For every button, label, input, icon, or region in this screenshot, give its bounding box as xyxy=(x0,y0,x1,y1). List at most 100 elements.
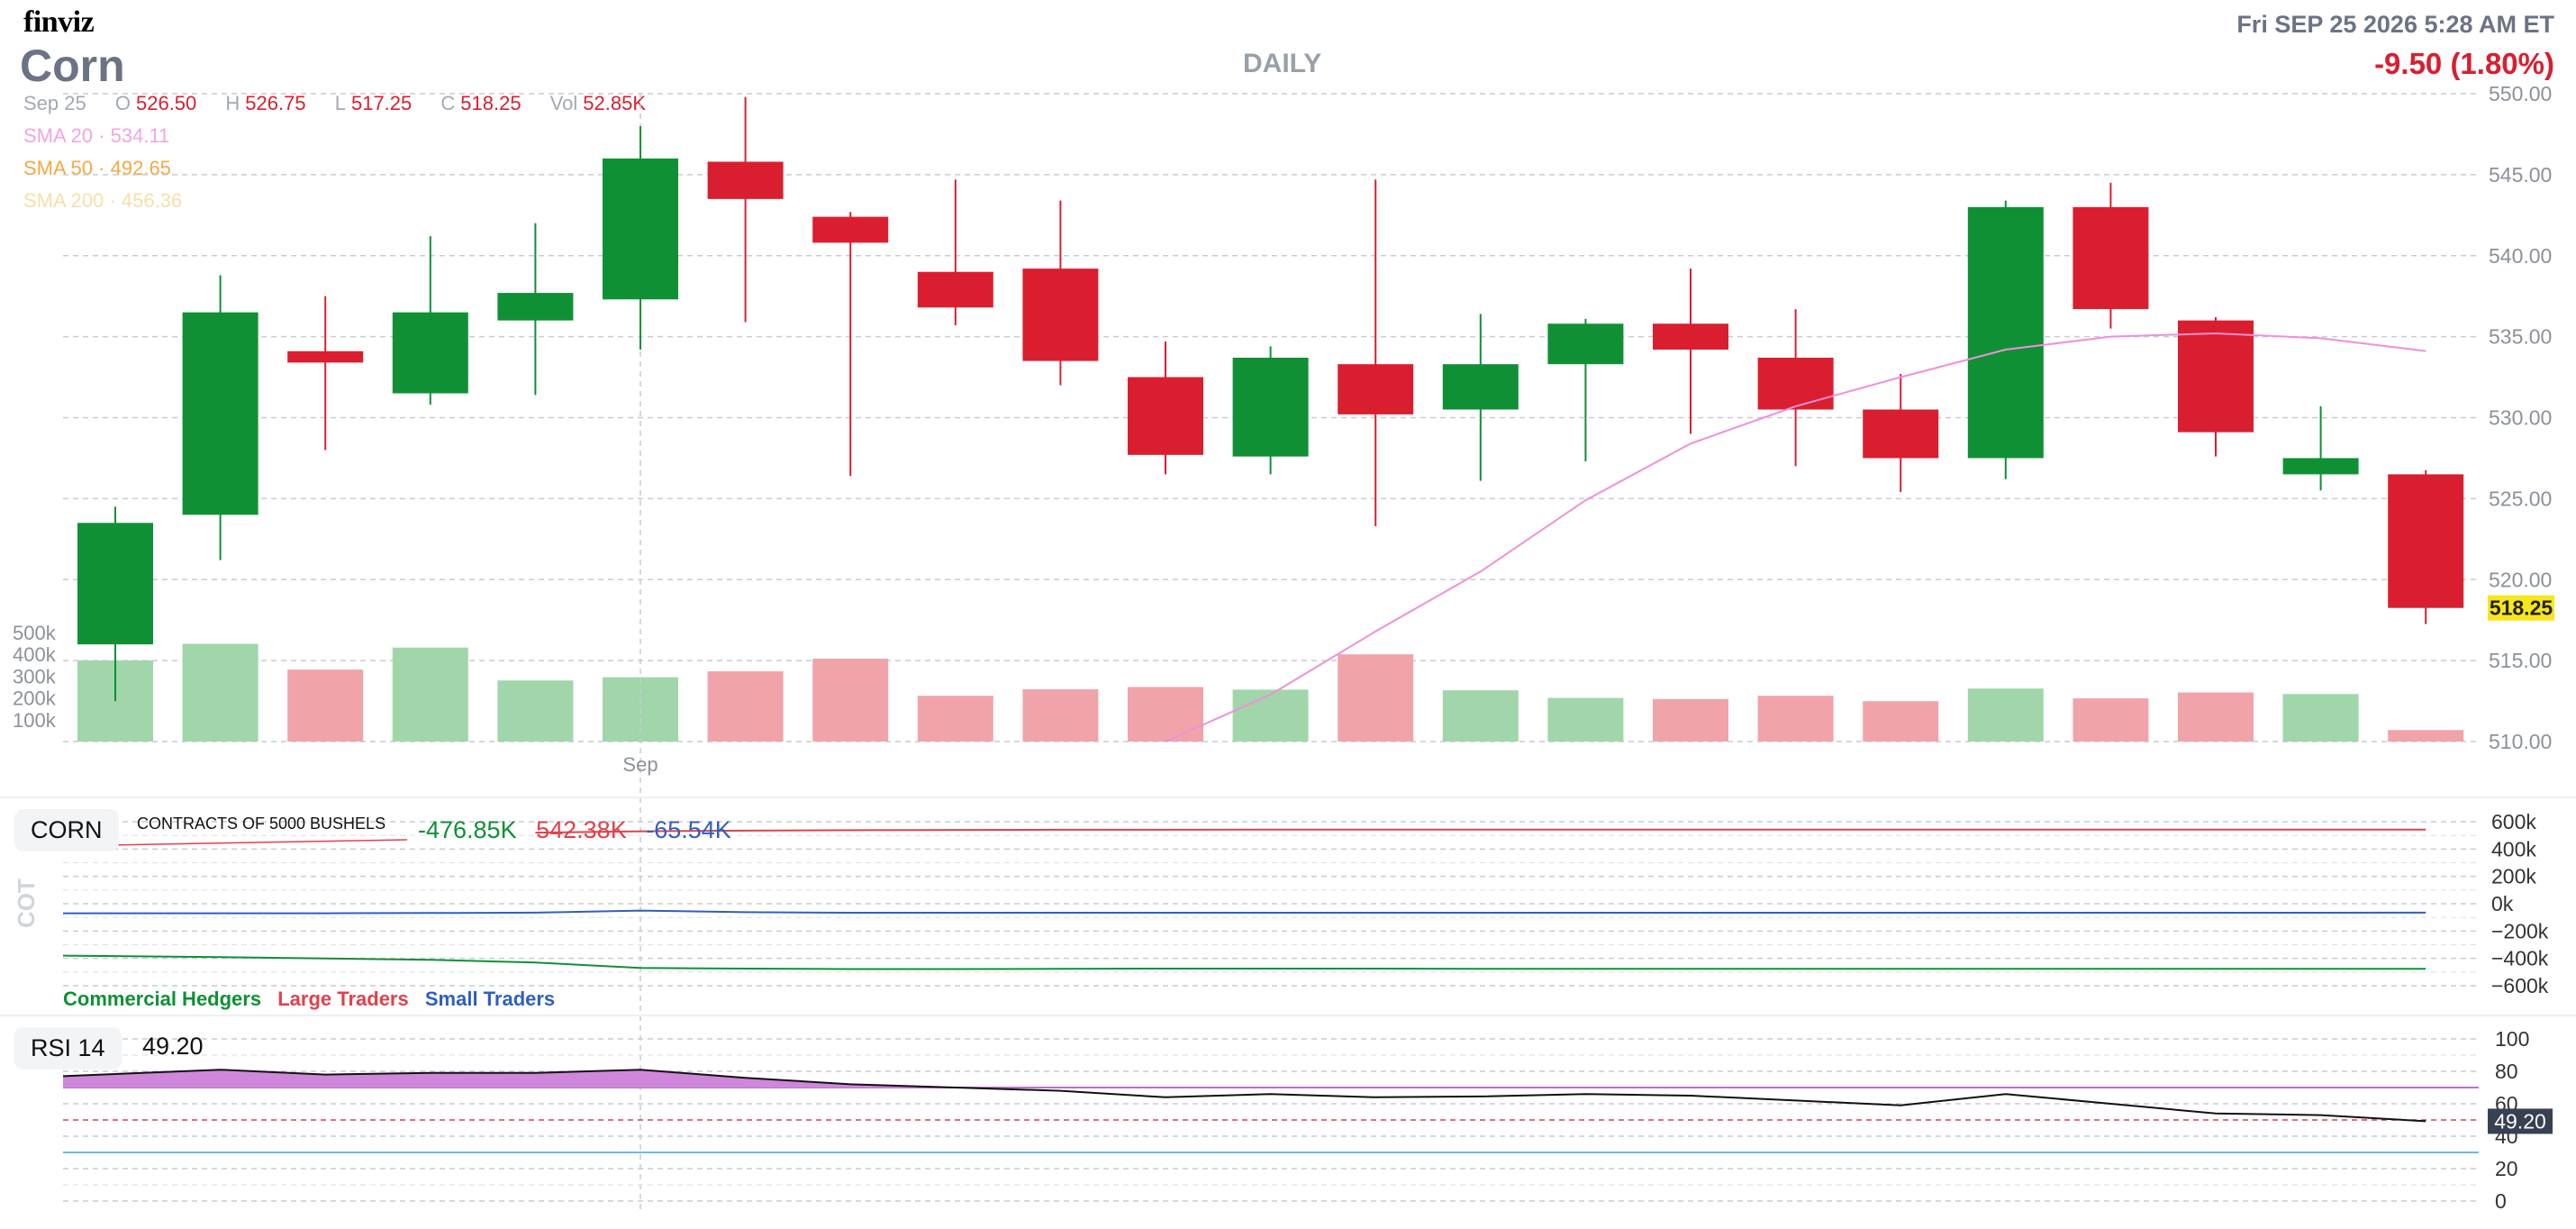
candle-body xyxy=(1967,206,2044,459)
rsi-axis-label: 20 xyxy=(2495,1157,2518,1180)
volume-bar xyxy=(1338,654,1414,742)
low-value: 517.25 xyxy=(350,92,413,114)
low-label: L xyxy=(334,92,346,114)
sma20-value: 534.11 xyxy=(110,124,170,147)
candle-body xyxy=(2178,320,2254,432)
ohlc-readout: Sep 25 O 526.50 H 526.75 L 517.25 C 518.25 V… xyxy=(23,92,651,115)
volume-bar xyxy=(497,680,574,742)
volume-bar xyxy=(2178,692,2254,742)
volume-bar xyxy=(392,647,468,742)
volume-bar xyxy=(2073,698,2149,742)
cot-axis-label: 0k xyxy=(2491,892,2514,915)
volume-bar xyxy=(2388,730,2464,742)
sma20-label: SMA 20 xyxy=(23,124,94,147)
volume-bar xyxy=(1863,701,1939,742)
candle-body xyxy=(1022,269,1099,361)
price-axis-label: 510.00 xyxy=(2489,730,2552,753)
volume-axis-label: 400k xyxy=(13,643,57,666)
last-price-label: 518.25 xyxy=(2490,596,2553,620)
cot-axis-label: 400k xyxy=(2491,837,2536,860)
price-axis-label: 540.00 xyxy=(2489,244,2552,268)
sma200-sep: · xyxy=(109,189,116,212)
candle-body xyxy=(2282,458,2359,475)
finviz-logo[interactable]: finviz xyxy=(23,5,95,39)
rsi-line xyxy=(62,1069,2426,1123)
rsi-axis-label: 100 xyxy=(2495,1027,2529,1051)
volume-bar xyxy=(812,659,889,742)
sma20-sep: · xyxy=(98,124,105,147)
candle-body xyxy=(1338,364,1414,414)
volume-bar xyxy=(1547,697,1624,742)
sma200-label: SMA 200 xyxy=(23,189,104,212)
cot-large-value: 542.38K xyxy=(536,816,627,843)
volume-bar xyxy=(2282,694,2359,742)
price-axis-label: 550.00 xyxy=(2489,82,2552,105)
price-axis-label: 525.00 xyxy=(2489,487,2552,510)
rsi-current-value: 49.20 xyxy=(142,1033,204,1060)
sma200-value: 456.36 xyxy=(121,189,183,212)
price-axis-label: 515.00 xyxy=(2489,649,2552,672)
candle-body xyxy=(2388,474,2464,608)
rsi-axis-label: 80 xyxy=(2495,1060,2518,1083)
volume-axis-label: 300k xyxy=(13,665,57,687)
timeframe-label: DAILY xyxy=(1243,49,1322,78)
volume-bar xyxy=(1967,688,2044,742)
cot-commercial-value: -476.85K xyxy=(418,816,517,843)
open-value: 526.50 xyxy=(135,92,197,114)
high-value: 526.75 xyxy=(245,92,306,114)
sma20-line xyxy=(1165,332,2426,742)
legend-commercial-hedgers[interactable]: Commercial Hedgers xyxy=(63,988,262,1010)
cot-axis-title: COT xyxy=(13,879,40,928)
sma20-legend: SMA 20 · 534.11 xyxy=(23,124,169,148)
sma50-label: SMA 50 xyxy=(23,157,94,179)
legend-small-traders[interactable]: Small Traders xyxy=(424,988,556,1010)
sma200-legend: SMA 200 · 456.36 xyxy=(23,189,182,213)
price-change: -9.50 (1.80%) xyxy=(2374,47,2554,80)
rsi-axis-label: 0 xyxy=(2495,1189,2507,1213)
candle-body xyxy=(77,523,153,645)
volume-bar xyxy=(1442,690,1519,742)
sma50-value: 492.65 xyxy=(110,157,171,179)
candle-body xyxy=(182,312,259,515)
volume-label: Vol xyxy=(549,92,578,114)
cot-contract-label: CONTRACTS OF 5000 BUSHELS xyxy=(137,815,386,833)
rsi-value-label: 49.20 xyxy=(2494,1109,2546,1133)
candle-body xyxy=(1442,364,1519,410)
volume-bar xyxy=(707,671,784,742)
volume-axis-label: 100k xyxy=(13,709,57,732)
rsi-value-badge xyxy=(2488,1108,2553,1134)
volume-bar xyxy=(917,696,993,742)
cot-series-line xyxy=(535,828,2426,834)
cot-series-line xyxy=(62,954,2426,970)
volume-bar xyxy=(1232,689,1309,742)
sma50-legend: SMA 50 · 492.65 xyxy=(23,157,171,180)
candle-body xyxy=(812,216,889,243)
price-axis-label: 530.00 xyxy=(2489,406,2552,430)
last-price-badge xyxy=(2488,595,2554,621)
candle-body xyxy=(1757,357,1834,410)
rsi-overbought-fill xyxy=(63,1070,956,1088)
price-axis-label: 520.00 xyxy=(2489,568,2552,591)
cot-current-values: -476.85K 542.38K -65.54K xyxy=(418,816,744,844)
candle-body xyxy=(917,271,993,308)
candle-body xyxy=(1653,323,1728,350)
close-label: C xyxy=(440,92,456,114)
cot-axis-label: −200k xyxy=(2491,919,2549,942)
candle-body xyxy=(392,312,468,394)
volume-bar xyxy=(1022,688,1099,742)
cot-axis-label: −400k xyxy=(2491,947,2549,970)
volume-bar xyxy=(287,669,364,742)
cot-ticker-badge: CORN xyxy=(14,809,119,851)
candle-body xyxy=(1128,377,1203,455)
open-label: O xyxy=(114,92,131,114)
close-value: 518.25 xyxy=(460,92,522,114)
candle-body xyxy=(287,350,364,363)
candle-body xyxy=(707,161,784,199)
candle-body xyxy=(1232,357,1309,457)
legend-large-traders[interactable]: Large Traders xyxy=(277,988,409,1010)
volume-bar xyxy=(182,643,259,742)
candle-body xyxy=(497,293,574,321)
cot-legend: Commercial Hedgers Large Traders Small T… xyxy=(63,988,566,1011)
volume-bar xyxy=(1653,698,1728,742)
